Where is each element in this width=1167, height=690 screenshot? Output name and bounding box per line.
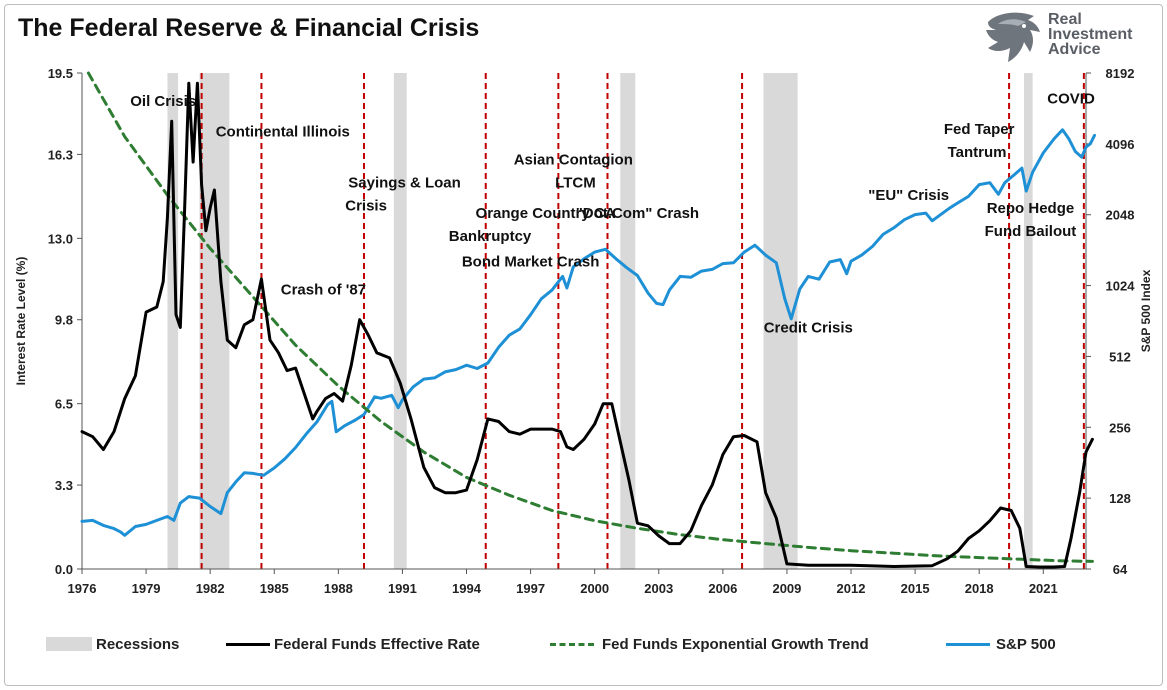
- legend-label-fed-funds: Federal Funds Effective Rate: [274, 636, 480, 653]
- annotation-label: Bond Market Crash: [462, 253, 600, 270]
- annotation-label: Asian Contagion: [514, 152, 633, 169]
- x-tick-label: 1982: [196, 581, 225, 596]
- annotation-label: Crash of '87: [281, 281, 366, 298]
- annotation-label: Fund Bailout: [985, 223, 1077, 240]
- legend-swatch-fed-funds: [226, 643, 270, 646]
- y2-tick-label: 256: [1109, 420, 1131, 435]
- annotation-label: "Dot.Com" Crash: [576, 205, 699, 222]
- series-line-fed-funds-exponential-growth-trend: [86, 71, 1094, 563]
- annotation-label: Fed Taper: [944, 121, 1015, 138]
- y-tick-label: 6.5: [55, 397, 73, 412]
- y2-tick-label: 4096: [1106, 137, 1135, 152]
- series-lines: [80, 71, 1096, 569]
- page-title: The Federal Reserve & Financial Crisis: [18, 14, 480, 42]
- x-tick-label: 2018: [965, 581, 994, 596]
- x-tick-label: 1988: [324, 581, 353, 596]
- y2-tick-label: 512: [1109, 349, 1131, 364]
- annotation-label: Continental Illinois: [216, 124, 350, 141]
- y-tick-label: 19.5: [48, 66, 73, 81]
- x-tick-label: 1985: [260, 581, 289, 596]
- annotation-label: Crisis: [345, 197, 387, 214]
- x-tick-label: 2021: [1029, 581, 1058, 596]
- legend-swatch-trend: [550, 643, 594, 646]
- y-axis-label: Interest Rate Level (%): [14, 257, 28, 386]
- x-tick-label: 1991: [388, 581, 417, 596]
- brand-logo: Real Investment Advice: [984, 8, 1154, 64]
- x-tick-label: 2003: [644, 581, 673, 596]
- x-tick-label: 2012: [837, 581, 866, 596]
- legend-swatch-recessions: [46, 637, 92, 651]
- annotation-label: Bankruptcy: [449, 228, 532, 245]
- logo-line-3: Advice: [1048, 41, 1101, 58]
- logo-line-1: Real: [1048, 11, 1082, 28]
- annotation-label: Orange Country CA: [476, 205, 616, 222]
- x-tick-label: 1976: [68, 581, 97, 596]
- x-tick-label: 1997: [516, 581, 545, 596]
- series-line-federal-funds-effective-rate: [80, 81, 1094, 569]
- annotation-label: Tantrum: [948, 144, 1007, 161]
- x-tick-label: 2015: [901, 581, 930, 596]
- annotation-label: Oil Crisis: [130, 93, 196, 110]
- y2-tick-label: 1024: [1106, 279, 1136, 294]
- recession-band: [763, 73, 798, 569]
- recession-band: [620, 73, 636, 569]
- y2-tick-label: 2048: [1106, 208, 1135, 223]
- chart-frame: [4, 4, 1163, 686]
- annotation-label: Credit Crisis: [764, 319, 853, 336]
- recession-band: [167, 73, 179, 569]
- x-tick-label: 1979: [132, 581, 161, 596]
- legend-label-sp500: S&P 500: [996, 636, 1056, 653]
- annotations: Oil Crisis Continental Illinois Sayings & …: [130, 91, 1095, 337]
- annotation-label: COVID: [1047, 91, 1095, 108]
- x-tick-label: 2009: [772, 581, 801, 596]
- logo-line-2: Investment: [1048, 26, 1133, 43]
- eagle-logo-icon: [986, 12, 1040, 62]
- annotation-label: LTCM: [555, 174, 596, 191]
- legend-label-trend: Fed Funds Exponential Growth Trend: [602, 636, 869, 653]
- y-tick-label: 0.0: [55, 562, 73, 577]
- recession-band: [1024, 73, 1033, 569]
- y-tick-label: 13.0: [48, 231, 73, 246]
- annotation-label: Repo Hedge: [987, 200, 1075, 217]
- y2-tick-label: 8192: [1106, 66, 1135, 81]
- recession-band: [393, 73, 407, 569]
- y2-tick-label: 128: [1109, 491, 1131, 506]
- legend-label-recessions: Recessions: [96, 636, 180, 653]
- y-tick-label: 3.3: [55, 478, 73, 493]
- recession-bands: [167, 73, 1033, 569]
- y-tick-label: 16.3: [48, 147, 73, 162]
- axes: 0.0 3.3 6.5 9.8 13.0 16.3 19.5 64 128 256 512 1024 2…: [14, 66, 1153, 596]
- y2-tick-label: 64: [1113, 562, 1128, 577]
- y-tick-label: 9.8: [55, 313, 73, 328]
- x-tick-label: 2000: [580, 581, 609, 596]
- series-line-s-p-500: [80, 128, 1096, 537]
- x-tick-label: 1994: [452, 581, 482, 596]
- legend-swatch-sp500: [946, 643, 990, 646]
- y2-axis-label: S&P 500 Index: [1139, 269, 1153, 352]
- x-tick-label: 2006: [708, 581, 737, 596]
- annotation-label: Sayings & Loan: [348, 174, 461, 191]
- annotation-label: "EU" Crisis: [868, 187, 949, 204]
